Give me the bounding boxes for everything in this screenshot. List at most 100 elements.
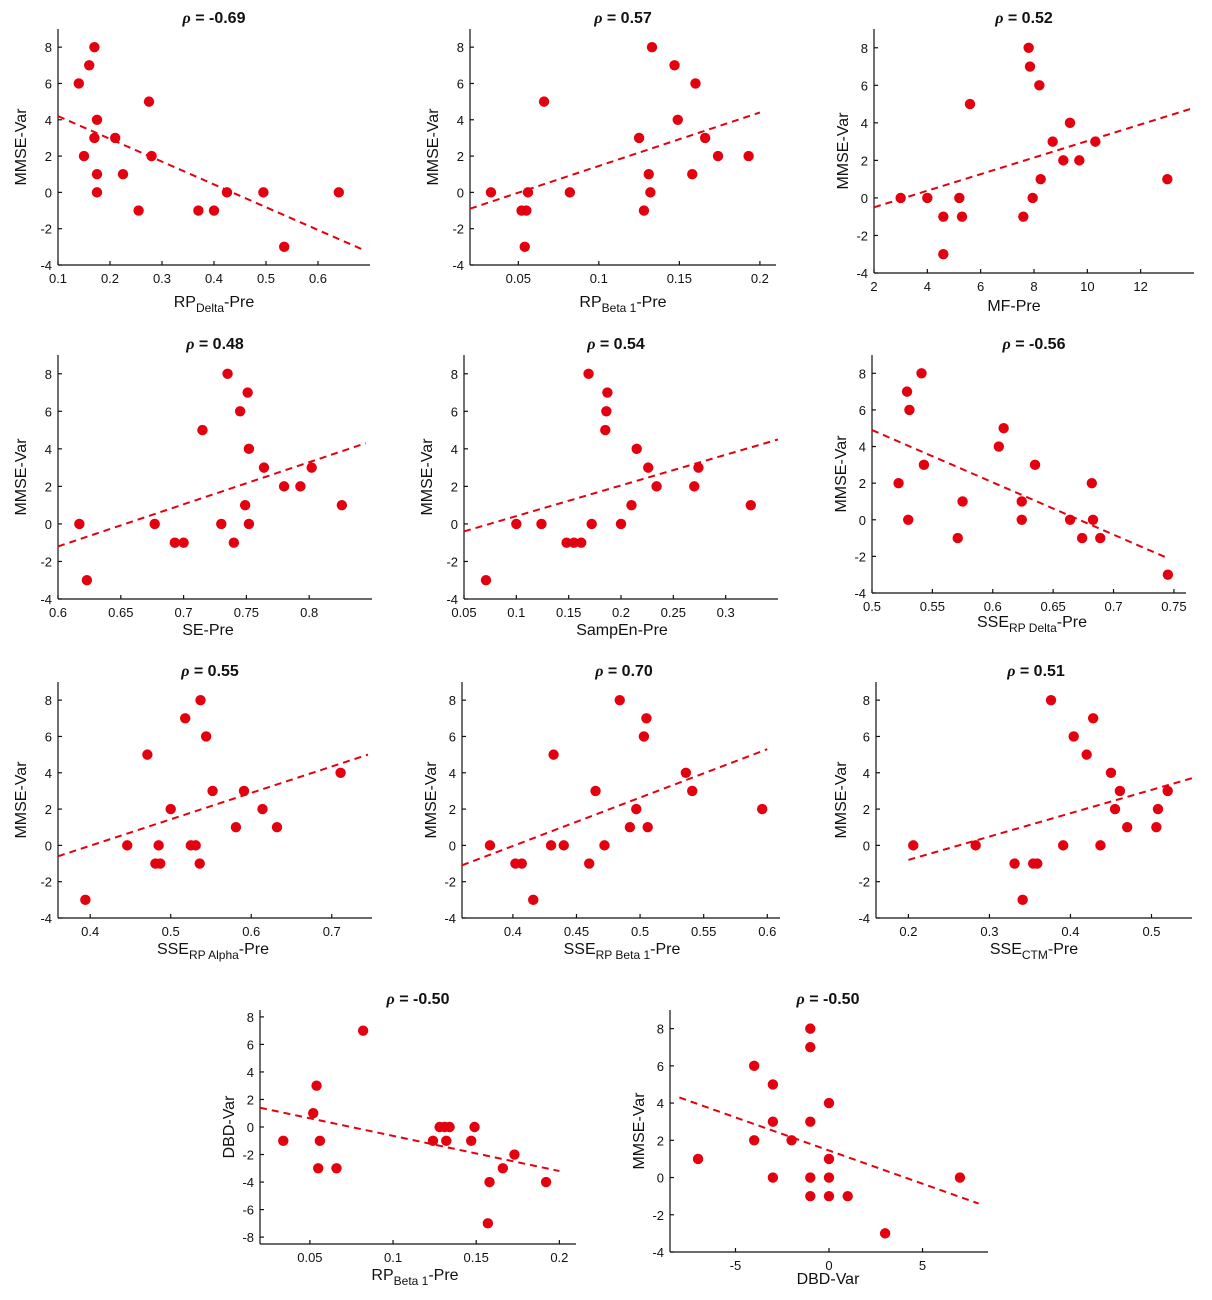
data-point: [583, 368, 594, 379]
y-tick-label: -2: [858, 875, 870, 890]
data-point: [1023, 42, 1034, 53]
data-point: [615, 518, 627, 530]
x-tick-label: 0.5: [1142, 924, 1160, 939]
data-point: [680, 767, 692, 778]
panel-se: ρ = 0.48 MMSE-Var SE-Pre -4 -2 0 2 4 6 8 0.6 0.6…: [13, 336, 372, 639]
data-point: [786, 1135, 797, 1146]
data-point: [1045, 694, 1057, 706]
data-point: [561, 537, 572, 548]
x-tick-label: 0.75: [234, 605, 259, 620]
y-tick-label: 8: [451, 367, 458, 382]
data-point: [258, 187, 269, 198]
y-tick-label: -6: [242, 1203, 254, 1218]
data-point: [633, 132, 645, 144]
panel-title: ρ = 0.51: [1006, 663, 1065, 680]
x-tick-label: 0.2: [612, 605, 630, 620]
x-tick-label: 0.4: [205, 271, 223, 286]
x-tick-label: 4: [924, 279, 931, 294]
data-point: [767, 1172, 779, 1183]
data-point: [631, 803, 642, 815]
panel-title: ρ = 0.52: [994, 10, 1053, 27]
x-tick-label: 0.2: [550, 1250, 568, 1265]
y-tick-label: 0: [247, 1120, 254, 1135]
x-tick-label: 0.7: [1104, 599, 1122, 614]
x-tick-label: 0.55: [920, 599, 945, 614]
y-axis-label: MMSE-Var: [835, 112, 852, 190]
data-point: [545, 840, 557, 851]
data-point: [641, 713, 652, 724]
data-point: [558, 840, 569, 851]
data-point: [207, 785, 218, 797]
data-point: [110, 132, 121, 144]
data-point: [823, 1190, 835, 1202]
regression-line: [461, 748, 768, 867]
panel-title: ρ = 0.70: [594, 663, 653, 680]
data-point: [1068, 731, 1079, 742]
data-point: [970, 840, 981, 851]
y-tick-label: 6: [657, 1059, 664, 1074]
x-tick-label: 5: [919, 1258, 926, 1273]
x-tick-label: 0.5: [162, 924, 180, 939]
x-axis-label: SSECTM-Pre: [990, 941, 1078, 962]
data-point: [1121, 822, 1133, 833]
x-tick-label: 0.3: [717, 605, 735, 620]
data-point: [427, 1135, 439, 1146]
y-axis-label: MMSE-Var: [13, 108, 30, 186]
panel-mf: ρ = 0.52 MMSE-Var MF-Pre -4 -2 0 2 4 6 8 2 4 6 8 10…: [835, 10, 1195, 315]
data-point: [153, 840, 164, 851]
y-tick-label: 8: [657, 1022, 664, 1037]
x-tick-label: 0.2: [899, 924, 917, 939]
x-tick-label: 0.05: [506, 271, 531, 286]
data-point: [690, 78, 701, 89]
data-point: [692, 1153, 704, 1165]
data-point: [1064, 514, 1076, 525]
y-tick-label: 0: [45, 517, 52, 532]
data-point: [964, 98, 976, 110]
y-axis-label: MMSE-Var: [13, 438, 30, 516]
x-tick-label: 0.25: [661, 605, 686, 620]
data-point: [497, 1163, 509, 1174]
plot-area: -8 -6 -4 -2 0 2 4 6 8 0.05 0.1 0.15 0.2: [242, 1010, 576, 1265]
data-point: [333, 187, 344, 198]
data-point: [485, 187, 497, 198]
data-point: [308, 1108, 319, 1119]
x-tick-label: 0.15: [556, 605, 581, 620]
data-point: [357, 1025, 369, 1036]
data-point: [954, 192, 965, 204]
y-tick-label: -4: [652, 1245, 664, 1260]
data-point: [1095, 840, 1106, 851]
regression-line: [469, 111, 761, 210]
data-point: [954, 1172, 966, 1183]
regression-line: [871, 429, 1169, 560]
y-tick-label: 0: [451, 517, 458, 532]
data-point: [331, 1163, 342, 1174]
data-point: [590, 785, 601, 797]
data-point: [823, 1097, 835, 1109]
x-tick-label: 0.15: [667, 271, 692, 286]
x-axis-label: SampEn-Pre: [576, 622, 668, 639]
y-tick-label: 6: [45, 404, 52, 419]
data-point: [669, 60, 680, 71]
y-tick-label: 2: [859, 476, 866, 491]
data-point: [643, 169, 654, 180]
data-point: [1086, 477, 1097, 489]
x-tick-label: 8: [1030, 279, 1037, 294]
data-point: [441, 1135, 452, 1146]
x-axis-label: DBD-Var: [797, 1271, 860, 1288]
data-point: [645, 187, 656, 198]
data-point: [278, 481, 290, 492]
data-point: [1152, 803, 1164, 815]
y-tick-label: 8: [45, 367, 52, 382]
data-point: [444, 1121, 455, 1133]
y-tick-label: 4: [45, 766, 52, 781]
data-point: [311, 1080, 322, 1091]
data-point: [952, 532, 963, 544]
data-point: [1162, 173, 1173, 185]
plot-area: -4 -2 0 2 4 6 8 0.1 0.2 0.3 0.4 0.5 0.6: [40, 29, 370, 286]
data-point: [243, 443, 255, 455]
data-point: [601, 406, 612, 417]
y-axis-label: MMSE-Var: [419, 438, 436, 516]
data-point: [748, 1135, 760, 1146]
data-point: [146, 150, 157, 162]
data-point: [1034, 80, 1045, 91]
